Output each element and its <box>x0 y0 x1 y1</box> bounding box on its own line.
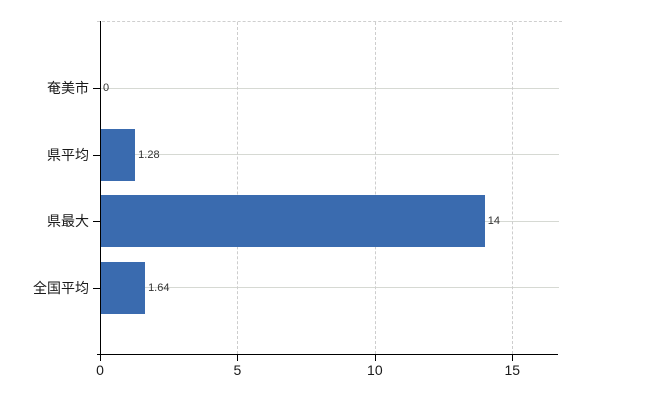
x-tick-label: 15 <box>504 362 521 378</box>
x-axis <box>97 354 558 355</box>
y-axis <box>100 21 101 361</box>
bar <box>100 261 146 314</box>
value-label: 0 <box>103 82 110 95</box>
y-tick-mark <box>93 154 100 156</box>
category-label: 県最大 <box>47 213 89 230</box>
y-tick-mark <box>93 88 100 90</box>
x-tick-mark <box>237 354 239 361</box>
category-label: 県平均 <box>47 146 89 163</box>
value-label: 1.28 <box>138 148 160 161</box>
plot-top-border <box>97 21 562 22</box>
bar <box>100 128 136 181</box>
x-tick-label: 0 <box>96 362 104 378</box>
value-label: 14 <box>487 215 501 228</box>
x-tick-label: 10 <box>367 362 383 378</box>
x-tick-label: 5 <box>233 362 242 378</box>
value-label: 1.64 <box>148 281 170 294</box>
gridline-horizontal <box>100 87 559 89</box>
x-tick-mark <box>512 354 514 361</box>
gridline-horizontal <box>100 154 559 156</box>
category-label: 奄美市 <box>47 80 89 97</box>
y-tick-mark <box>93 287 100 289</box>
y-tick-mark <box>93 221 100 223</box>
bar <box>100 195 485 248</box>
category-label: 全国平均 <box>33 279 89 296</box>
gridline-vertical <box>512 22 514 354</box>
gridline-horizontal <box>100 287 559 289</box>
x-tick-mark <box>374 354 376 361</box>
plot-area: 0 1.28 14 1.64 <box>100 22 559 354</box>
gridline-vertical <box>237 22 239 354</box>
gridline-vertical <box>374 22 376 354</box>
